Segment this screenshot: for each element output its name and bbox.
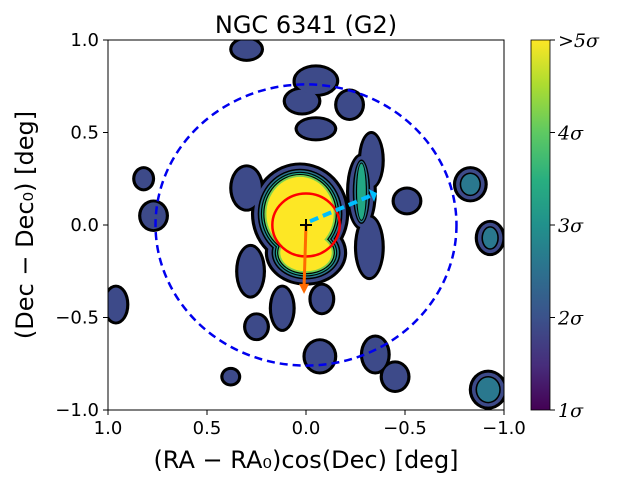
density-blob (394, 189, 420, 213)
colorbar-tick-label: 1σ (558, 400, 584, 422)
y-tick-label: −0.5 (55, 308, 99, 329)
y-tick-label: 0.5 (70, 123, 99, 144)
density-blob (337, 91, 362, 119)
density-blob (232, 167, 261, 209)
density-blob (382, 363, 408, 391)
x-tick-label: 0.5 (193, 418, 222, 439)
dashed-arrowhead (368, 188, 377, 202)
colorbar (530, 39, 551, 411)
density-blob (223, 369, 239, 384)
density-blob (297, 119, 335, 139)
dashed-arrow (309, 193, 373, 224)
density-level (461, 173, 480, 195)
density-level (483, 227, 498, 249)
y-axis: −1.0 −0.5 0.0 0.5 1.0 (55, 30, 108, 421)
x-axis: 1.0 0.5 0.0 −0.5 −1.0 (94, 410, 526, 439)
outer-dashed-circle (154, 83, 458, 367)
y-tick-label: 1.0 (70, 30, 99, 51)
density-blob (357, 217, 382, 278)
density-blob (271, 287, 293, 329)
colorbar-tick-label: 4σ (557, 123, 584, 145)
plot-area (108, 40, 504, 410)
x-axis-label: (RA − RA₀)cos(Dec) [deg] (153, 446, 458, 474)
proper-motion-arrowhead (299, 283, 310, 294)
density-blob (295, 67, 337, 95)
density-blob (135, 169, 152, 189)
density-blob (246, 315, 267, 339)
density-level (477, 377, 500, 402)
x-tick-label: −0.5 (383, 418, 427, 439)
colorbar-ticks: 1σ 2σ 3σ 4σ >5σ (550, 30, 600, 422)
colorbar-tick-label: 2σ (557, 308, 584, 330)
density-blob (305, 341, 335, 372)
x-tick-label: 0.0 (292, 418, 321, 439)
density-level (357, 163, 366, 220)
y-axis-label: (Dec − Dec₀) [deg] (11, 111, 39, 339)
x-tick-label: 1.0 (94, 418, 123, 439)
colorbar-tick-label: >5σ (558, 30, 600, 52)
density-blob (238, 246, 263, 296)
density-blob (311, 285, 333, 313)
proper-motion-arrow (302, 224, 308, 288)
chart-title: NGC 6341 (G2) (215, 11, 397, 39)
density-blob (141, 202, 166, 230)
density-blob (363, 337, 388, 372)
x-tick-label: −1.0 (482, 418, 526, 439)
density-blob (285, 89, 319, 113)
density-blob (232, 40, 261, 59)
density-blob (108, 287, 127, 322)
y-tick-label: 0.0 (70, 215, 99, 236)
colorbar-tick-label: 3σ (558, 215, 584, 237)
y-tick-label: −1.0 (55, 400, 99, 421)
